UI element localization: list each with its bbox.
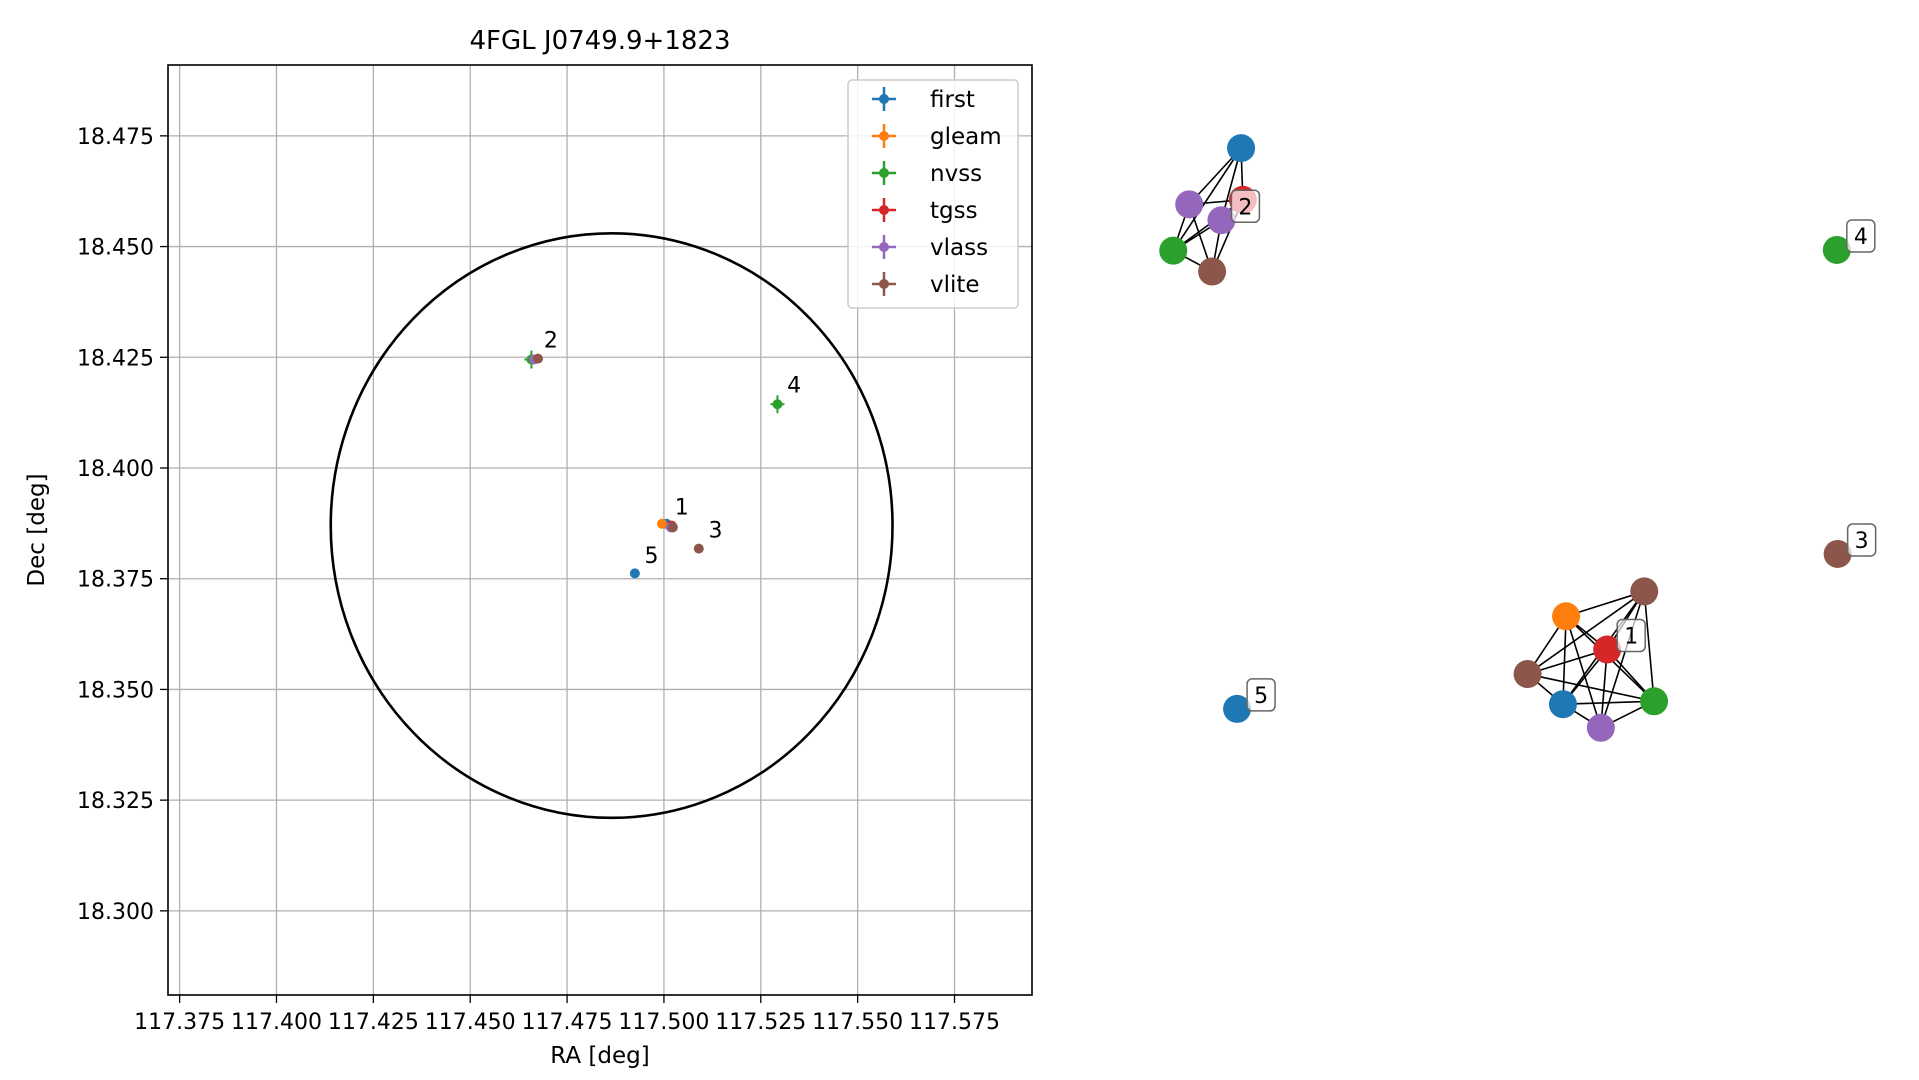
- network-node: [1823, 539, 1852, 568]
- legend-label-tgss: tgss: [930, 198, 978, 224]
- network-label: 2: [1238, 195, 1252, 220]
- legend-dot-gleam: [879, 131, 889, 141]
- network-labels: 2 4 3 1 5: [1230, 189, 1877, 712]
- network-edge: [1565, 616, 1602, 729]
- legend-label-vlite: vlite: [930, 272, 980, 298]
- network-node: [1548, 690, 1577, 719]
- network-node: [1586, 713, 1615, 742]
- network-label: 3: [1855, 529, 1869, 554]
- point-vlite: [693, 543, 704, 554]
- network-edge: [1643, 591, 1655, 702]
- y-tick-label: 18.300: [77, 900, 154, 925]
- network-label-box: [1846, 523, 1877, 557]
- network-node: [1822, 235, 1851, 264]
- network-node: [1513, 660, 1542, 689]
- network-label-box: [1846, 219, 1876, 253]
- network-node: [1175, 190, 1204, 219]
- y-tick-label: 18.375: [77, 568, 154, 593]
- y-tick-label: 18.450: [77, 236, 154, 261]
- network-edge: [1562, 616, 1567, 705]
- network-edge: [1562, 700, 1655, 706]
- y-tick-label: 18.325: [77, 789, 154, 814]
- y-tick-label: 18.475: [77, 125, 154, 150]
- network-label: 5: [1254, 684, 1268, 709]
- plot-frame: [167, 64, 1033, 996]
- legend-dot-vlass: [879, 242, 889, 252]
- network-label-box: [1246, 678, 1276, 712]
- point-gleam: [656, 518, 667, 529]
- legend-label-gleam: gleam: [930, 124, 1002, 150]
- network-node: [1640, 687, 1669, 716]
- x-tick-label: 117.450: [425, 1010, 516, 1035]
- x-axis-ticks: 117.375 117.400 117.425 117.450 117.475 117.5…: [134, 995, 1000, 1035]
- legend-label-nvss: nvss: [930, 161, 982, 187]
- legend-dot-nvss: [879, 168, 889, 178]
- legend-dot-tgss: [879, 205, 889, 215]
- legend-items: first gleam nvss tgss vlass vlite: [872, 87, 1002, 298]
- network-edges: [1172, 147, 1655, 729]
- y-tick-label: 18.425: [77, 346, 154, 371]
- network-node: [1593, 635, 1622, 664]
- chart-title: 4FGL J0749.9+1823: [470, 26, 731, 56]
- network-node: [1227, 134, 1256, 163]
- network-label: 1: [1624, 625, 1638, 650]
- search-region-circle: [329, 231, 894, 820]
- network-node: [1198, 257, 1227, 286]
- x-tick-label: 117.475: [522, 1010, 613, 1035]
- y-tick-label: 18.350: [77, 678, 154, 703]
- network-nodes: [1159, 134, 1852, 742]
- point-nvss: [772, 399, 783, 410]
- point-first: [629, 568, 640, 579]
- legend-dot-vlite: [879, 279, 889, 289]
- x-axis-label: RA [deg]: [550, 1043, 649, 1069]
- x-tick-label: 117.500: [618, 1010, 709, 1035]
- point-vlite: [533, 353, 544, 364]
- x-tick-label: 117.400: [231, 1010, 322, 1035]
- network-node: [1552, 602, 1581, 631]
- legend: first gleam nvss tgss vlass vlite: [847, 79, 1019, 309]
- legend-dot-first: [879, 94, 889, 104]
- x-tick-label: 117.575: [909, 1010, 1000, 1035]
- network-node: [1630, 577, 1659, 606]
- point-label: 1: [675, 496, 689, 521]
- point-annotations: 1 2 3 4 5: [544, 329, 801, 569]
- point-label: 3: [708, 519, 722, 544]
- point-label: 4: [787, 374, 801, 399]
- point-label: 5: [645, 544, 659, 569]
- point-vlite: [667, 522, 678, 533]
- network-node: [1159, 236, 1188, 265]
- network-node: [1207, 206, 1236, 235]
- x-tick-label: 117.425: [328, 1010, 419, 1035]
- network-edge: [1527, 673, 1655, 703]
- network-label-box: [1616, 618, 1646, 653]
- x-tick-label: 117.375: [134, 1010, 225, 1035]
- network-panel: 2 4 3 1 5: [1159, 134, 1877, 742]
- y-axis-label: Dec [deg]: [24, 473, 50, 586]
- legend-label-first: first: [930, 87, 975, 113]
- network-node: [1223, 694, 1252, 723]
- x-tick-label: 117.550: [812, 1010, 903, 1035]
- network-label: 4: [1854, 225, 1868, 250]
- point-label: 2: [544, 329, 558, 354]
- y-tick-label: 18.400: [77, 457, 154, 482]
- network-edge: [1600, 591, 1646, 729]
- network-edge: [1172, 147, 1242, 252]
- y-axis-ticks: 18.300 18.325 18.350 18.375 18.400 18.425 18.4…: [77, 125, 168, 925]
- legend-label-vlass: vlass: [930, 235, 988, 261]
- x-tick-label: 117.525: [715, 1010, 806, 1035]
- network-label-box: [1230, 189, 1261, 224]
- data-points: [524, 350, 785, 579]
